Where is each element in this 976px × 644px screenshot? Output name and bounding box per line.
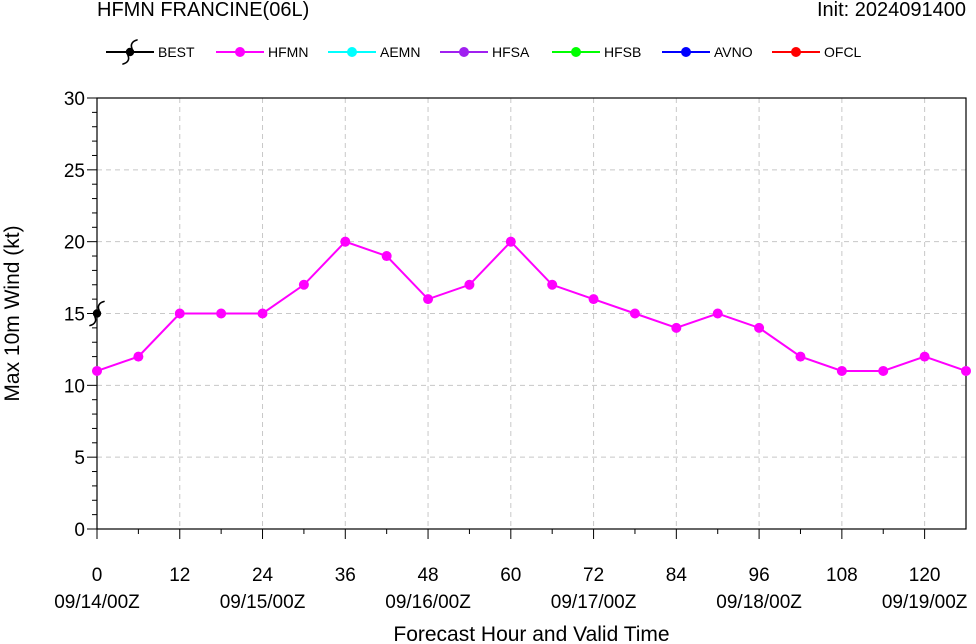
- legend: BEST HFMN AEMN HFSA HFSB AVNO OFCL: [106, 39, 862, 65]
- legend-item-hfsb: HFSB: [552, 44, 641, 60]
- hfmn-point: [754, 322, 765, 333]
- y-tick-label: 0: [74, 520, 85, 541]
- legend-label: HFMN: [268, 44, 308, 60]
- y-tick-label: 15: [64, 305, 85, 326]
- legend-hurricane-icon-arm-bottom: [122, 54, 130, 65]
- best-point-hurricane-icon-arm-top: [97, 300, 105, 311]
- hfmn-point: [298, 279, 309, 290]
- x-tick-label: 108: [826, 565, 858, 586]
- y-tick-label: 5: [74, 448, 85, 469]
- y-tick-label: 30: [64, 89, 85, 110]
- hfmn-point: [712, 308, 723, 319]
- x-tick-label: 72: [583, 565, 604, 586]
- legend-marker: [571, 47, 581, 57]
- hfmn-point: [92, 365, 102, 376]
- legend-label: HFSB: [604, 44, 641, 60]
- hfmn-point: [216, 308, 227, 319]
- legend-marker: [681, 47, 691, 57]
- legend-item-aemn: AEMN: [328, 44, 420, 60]
- best-point-hurricane-icon-arm-bottom: [89, 316, 97, 327]
- hfmn-point: [174, 308, 185, 319]
- legend-label: OFCL: [824, 44, 862, 60]
- hfmn-point: [961, 365, 971, 376]
- hfmn-point: [547, 279, 558, 290]
- x-tick-label: 0: [92, 565, 103, 586]
- labels: 0 5 10 15 20 25 30 0 12 24 36 48 60 72 84 96 108 120 09/14…: [1, 89, 968, 644]
- legend-item-best: BEST: [106, 39, 195, 65]
- x-tick-label: 36: [335, 565, 356, 586]
- valid-time-label: 09/16/00Z: [385, 592, 471, 613]
- x-tick-label: 12: [169, 565, 190, 586]
- valid-time-label: 09/17/00Z: [551, 592, 637, 613]
- y-tick-label: 25: [64, 161, 85, 182]
- x-tick-label: 24: [252, 565, 274, 586]
- hfmn-point: [671, 322, 682, 333]
- y-axis-label: Max 10m Wind (kt): [1, 225, 24, 401]
- legend-marker: [235, 47, 245, 57]
- hfmn-point: [629, 308, 640, 319]
- x-axis-label: Forecast Hour and Valid Time: [393, 623, 669, 644]
- header-title: HFMN FRANCINE(06L): [97, 0, 310, 21]
- hfmn-line: [96, 240, 967, 372]
- x-tick-label: 60: [500, 565, 521, 586]
- valid-time-label: 09/19/00Z: [882, 592, 968, 613]
- legend-item-ofcl: OFCL: [772, 44, 862, 60]
- hfmn-point: [423, 294, 434, 305]
- valid-time-label: 09/14/00Z: [54, 592, 140, 613]
- series: [89, 236, 971, 376]
- hfmn-point: [340, 236, 351, 247]
- hfmn-point: [381, 251, 392, 262]
- y-tick-label: 10: [64, 376, 85, 397]
- y-tick-label: 20: [64, 233, 85, 254]
- hfmn-point: [795, 351, 806, 362]
- legend-item-avno: AVNO: [662, 44, 753, 60]
- legend-label: HFSA: [492, 44, 530, 60]
- best-point-hurricane-icon: [89, 300, 105, 327]
- x-tick-label: 84: [666, 565, 688, 586]
- x-tick-label: 48: [417, 565, 438, 586]
- hfmn-point: [588, 294, 599, 305]
- hfmn-point: [133, 351, 144, 362]
- x-tick-label: 120: [909, 565, 941, 586]
- hfmn-point: [505, 236, 516, 247]
- hfmn-point: [464, 279, 475, 290]
- valid-time-label: 09/15/00Z: [220, 592, 306, 613]
- legend-marker: [459, 47, 469, 57]
- legend-item-hfmn: HFMN: [216, 44, 308, 60]
- x-tick-label: 96: [749, 565, 770, 586]
- hfmn-point: [878, 365, 889, 376]
- legend-hurricane-icon-arm-top: [130, 39, 138, 50]
- legend-item-hfsa: HFSA: [440, 44, 530, 60]
- legend-marker: [791, 47, 801, 57]
- legend-label: AVNO: [714, 44, 753, 60]
- legend-label: AEMN: [380, 44, 420, 60]
- valid-time-label: 09/18/00Z: [716, 592, 802, 613]
- legend-marker: [347, 47, 357, 57]
- hfmn-point: [836, 365, 847, 376]
- legend-hurricane-icon: [122, 39, 138, 65]
- hfmn-point: [257, 308, 268, 319]
- legend-label: BEST: [158, 44, 195, 60]
- legend-hurricane-icon-core: [125, 47, 135, 57]
- hfmn-point: [919, 351, 930, 362]
- best-point-hurricane-icon-core: [92, 309, 102, 318]
- init-time: Init: 2024091400: [816, 0, 966, 21]
- axes: [87, 97, 967, 539]
